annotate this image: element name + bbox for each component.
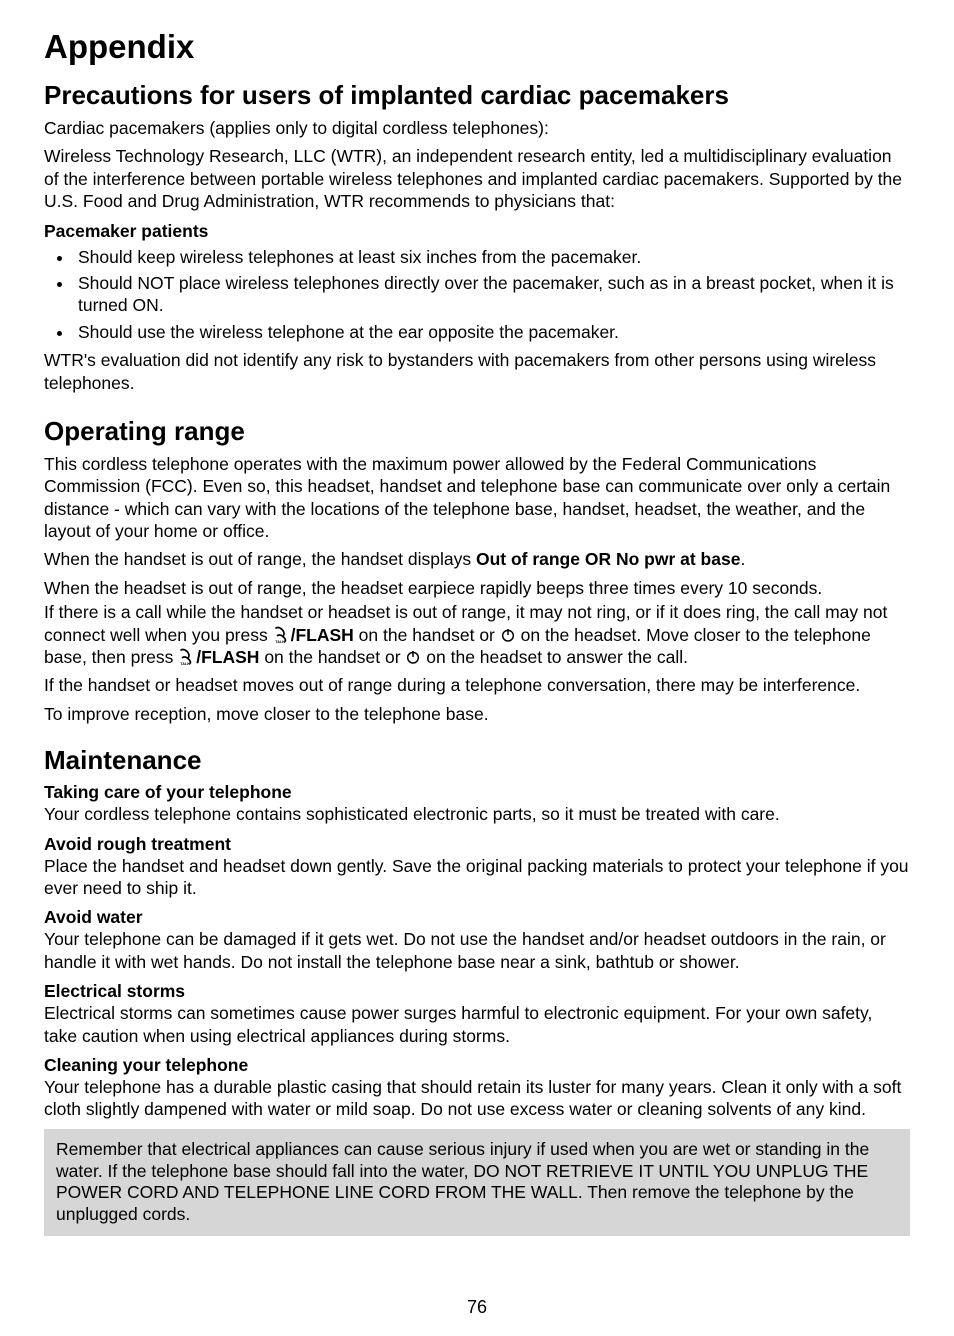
- maint-sub1: Taking care of your telephone: [44, 782, 910, 803]
- maint-p2: Place the handset and headset down gentl…: [44, 855, 910, 900]
- operating-range-p2b: .: [740, 549, 745, 569]
- or-p4b: on the handset or: [359, 625, 500, 645]
- or-p4d: on the handset or: [264, 647, 405, 667]
- or-p4e: on the headset to answer the call.: [426, 647, 688, 667]
- maint-sub5: Cleaning your telephone: [44, 1055, 910, 1076]
- maint-p5: Your telephone has a durable plastic cas…: [44, 1076, 910, 1121]
- precautions-intro-1: Cardiac pacemakers (applies only to digi…: [44, 117, 910, 139]
- maint-sub2: Avoid rough treatment: [44, 834, 910, 855]
- pacemaker-bullet-2: Should NOT place wireless telephones dir…: [74, 272, 910, 317]
- operating-range-p6: To improve reception, move closer to the…: [44, 703, 910, 725]
- flash-label-2: /FLASH: [196, 647, 259, 667]
- maint-sub3: Avoid water: [44, 907, 910, 928]
- page-number: 76: [0, 1297, 954, 1318]
- out-of-range-bold: Out of range OR No pwr at base: [476, 549, 740, 569]
- warning-note-box: Remember that electrical appliances can …: [44, 1129, 910, 1237]
- operating-range-p3: When the headset is out of range, the he…: [44, 577, 910, 599]
- pacemaker-bullet-1: Should keep wireless telephones at least…: [74, 246, 910, 268]
- section-maintenance-heading: Maintenance: [44, 745, 910, 776]
- operating-range-p5: If the handset or headset moves out of r…: [44, 674, 910, 696]
- precautions-closing: WTR's evaluation did not identify any ri…: [44, 349, 910, 394]
- pacemaker-bullet-3: Should use the wireless telephone at the…: [74, 321, 910, 343]
- maint-p4: Electrical storms can sometimes cause po…: [44, 1002, 910, 1047]
- operating-range-p1: This cordless telephone operates with th…: [44, 453, 910, 543]
- maint-p3: Your telephone can be damaged if it gets…: [44, 928, 910, 973]
- section-precautions-heading: Precautions for users of implanted cardi…: [44, 80, 910, 111]
- talk-icon: TALK: [178, 647, 196, 667]
- pacemaker-patients-subhead: Pacemaker patients: [44, 221, 910, 242]
- page-title: Appendix: [44, 28, 910, 66]
- precautions-intro-2: Wireless Technology Research, LLC (WTR),…: [44, 145, 910, 212]
- operating-range-p2: When the handset is out of range, the ha…: [44, 548, 910, 570]
- talk-icon: TALK: [273, 625, 291, 645]
- section-operating-range-heading: Operating range: [44, 416, 910, 447]
- pacemaker-bullet-list: Should keep wireless telephones at least…: [44, 246, 910, 344]
- warning-note-text: Remember that electrical appliances can …: [56, 1139, 869, 1225]
- svg-text:TALK: TALK: [275, 640, 285, 643]
- operating-range-p2a: When the handset is out of range, the ha…: [44, 549, 476, 569]
- flash-label-1: /FLASH: [291, 625, 354, 645]
- power-icon: [405, 647, 421, 667]
- operating-range-p4: If there is a call while the handset or …: [44, 601, 910, 668]
- svg-text:TALK: TALK: [181, 662, 191, 665]
- power-icon: [500, 625, 516, 645]
- maint-sub4: Electrical storms: [44, 981, 910, 1002]
- maint-p1: Your cordless telephone contains sophist…: [44, 803, 910, 825]
